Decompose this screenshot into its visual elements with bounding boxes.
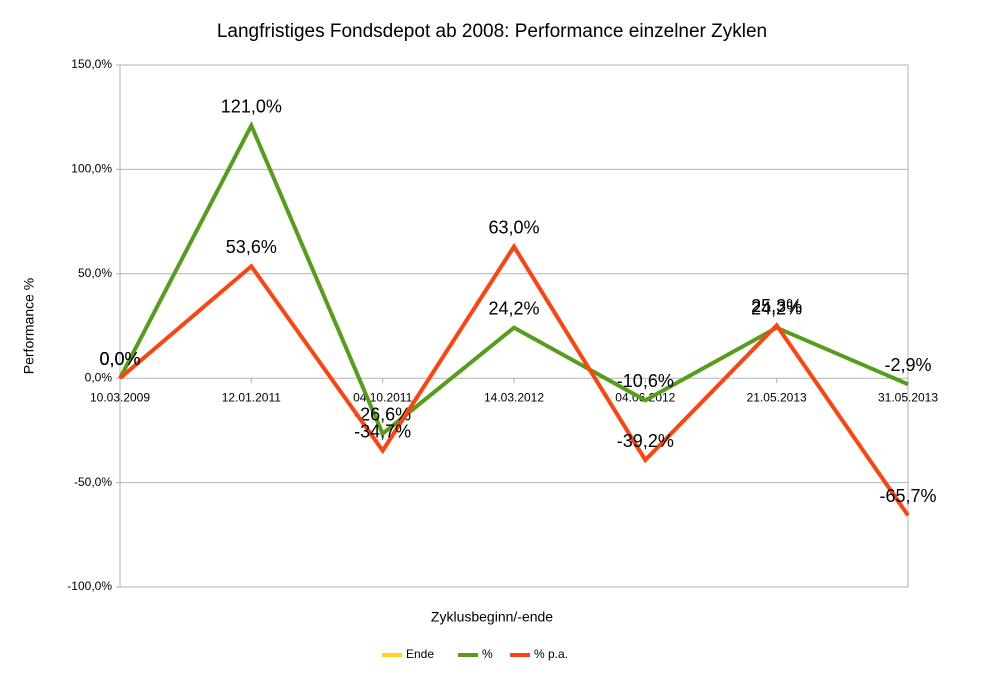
data-label: 0,0%: [99, 349, 140, 369]
y-tick-label: -100,0%: [67, 579, 112, 593]
data-label: 25,3%: [751, 296, 802, 316]
chart-title: Langfristiges Fondsdepot ab 2008: Perfor…: [217, 21, 767, 42]
data-label: -2,9%: [884, 355, 931, 375]
x-tick-label: 21.05.2013: [747, 390, 807, 404]
legend-label: %: [482, 647, 493, 661]
x-tick-label: 10.03.2009: [90, 390, 150, 404]
x-tick-label: 12.01.2011: [222, 390, 281, 404]
data-label: 63,0%: [488, 217, 539, 237]
y-tick-label: 150,0%: [71, 57, 112, 71]
data-label: -34,7%: [354, 421, 411, 441]
legend-label: Ende: [406, 647, 434, 661]
data-label: 53,6%: [226, 237, 277, 257]
x-tick-label: 31.05.2013: [878, 390, 938, 404]
series-line: [118, 242, 910, 517]
x-tick-label: 14.03.2012: [484, 390, 544, 404]
y-tick-label: 0,0%: [85, 370, 113, 384]
data-label: -39,2%: [617, 431, 674, 451]
data-label: -10,6%: [617, 371, 674, 391]
y-tick-label: 100,0%: [71, 162, 112, 176]
x-axis-label: Zyklusbeginn/-ende: [431, 609, 553, 625]
legend-label: % p.a.: [534, 647, 568, 661]
data-label: -65,7%: [879, 486, 936, 506]
x-tick-label: 04.10.2011: [353, 390, 412, 404]
plot-border: [119, 64, 909, 588]
data-label: 121,0%: [221, 96, 282, 116]
data-label: -26,6%: [354, 404, 411, 424]
data-label: 0,0%: [99, 349, 140, 369]
data-label: 24,2%: [751, 298, 802, 318]
y-tick-label: 50,0%: [78, 266, 112, 280]
y-tick-label: -50,0%: [74, 475, 112, 489]
data-label: 24,2%: [488, 298, 539, 318]
y-axis-label: Performance %: [21, 278, 37, 374]
